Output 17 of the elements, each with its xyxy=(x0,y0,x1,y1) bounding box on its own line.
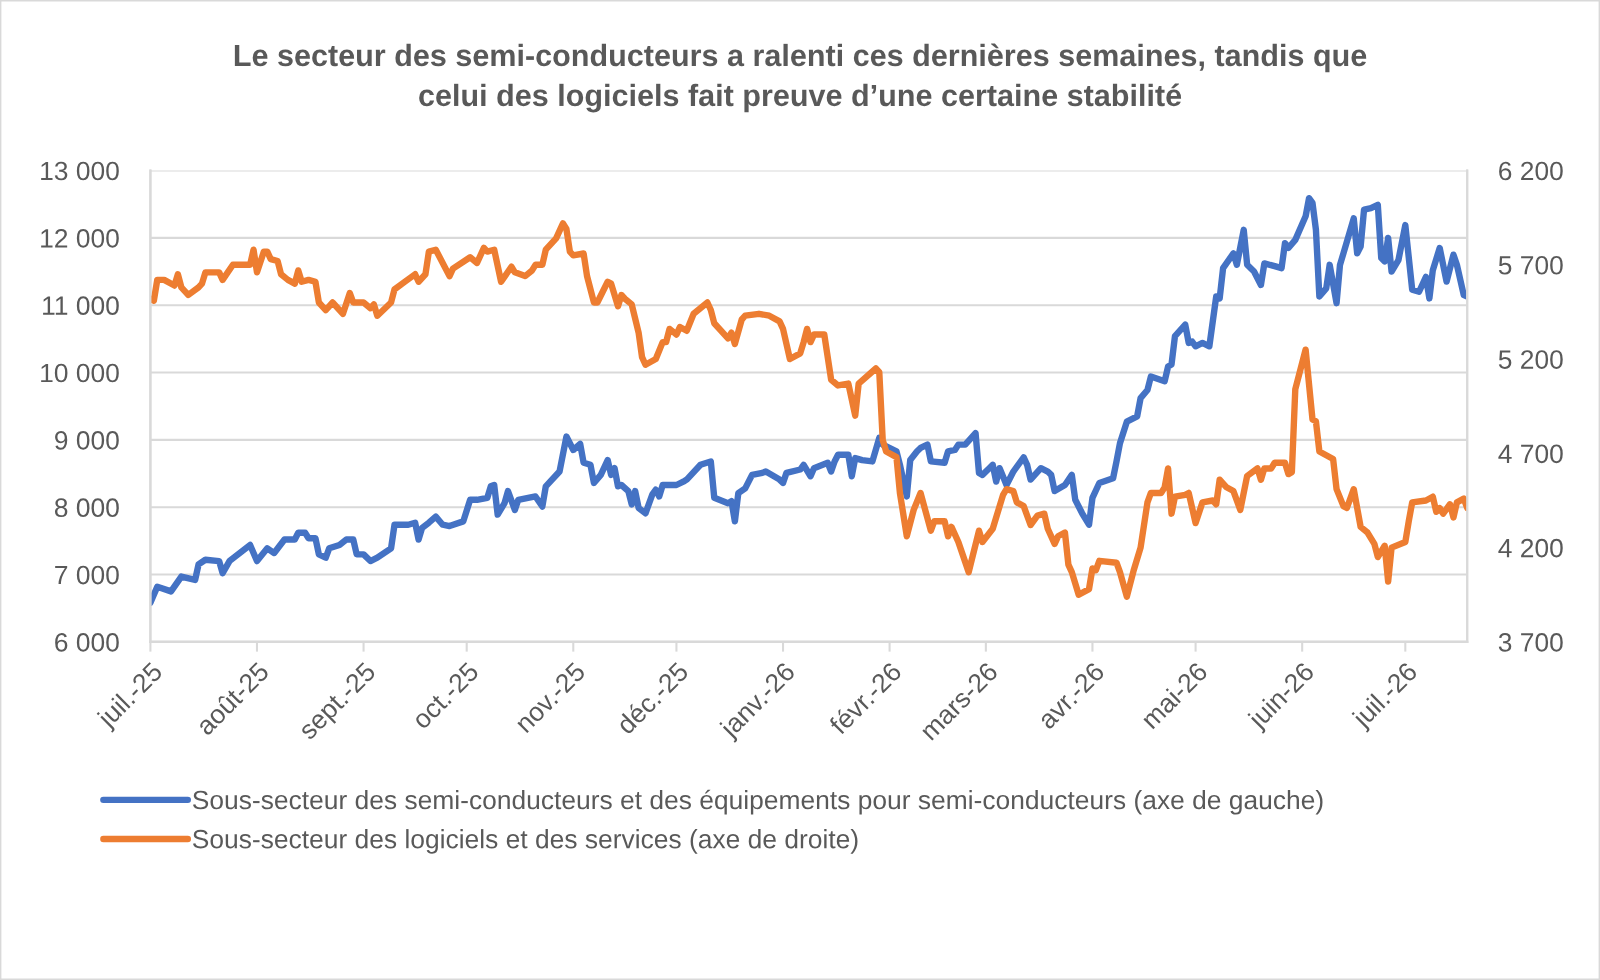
y-tick-label: 9 000 xyxy=(55,431,119,450)
legend-label: Sous-secteur des logiciels et des services (axe de droite) xyxy=(192,829,858,854)
y-tick-label: 6 000 xyxy=(55,633,119,652)
y-tick-label: 7 000 xyxy=(55,565,119,585)
y2-tick-label: 6 200 xyxy=(1499,161,1563,181)
y-tick-label: 11 000 xyxy=(43,296,119,316)
y-tick-label: 10 000 xyxy=(41,363,119,383)
y2-tick-label: 3 700 xyxy=(1498,633,1563,652)
y-tick-label: 8 000 xyxy=(54,498,119,518)
y2-tick-label: 4 200 xyxy=(1498,538,1563,558)
y-tick-label: 13 000 xyxy=(41,161,119,181)
y-tick-label: 12 000 xyxy=(41,228,119,248)
legend-label: Sous-secteur des semi-conducteurs et des équipements pour semi-conducteurs (axe de gauche) xyxy=(192,789,1323,815)
y2-tick-label: 5 700 xyxy=(1498,255,1563,275)
chart-title: Le secteur des semi-conducteurs a ralenti ces dernières semaines, tandis que celui des logiciels fait preuve d’une certaine stabilité xyxy=(234,43,1367,113)
y2-tick-label: 4 700 xyxy=(1498,444,1563,464)
y2-tick-label: 5 200 xyxy=(1498,350,1563,369)
